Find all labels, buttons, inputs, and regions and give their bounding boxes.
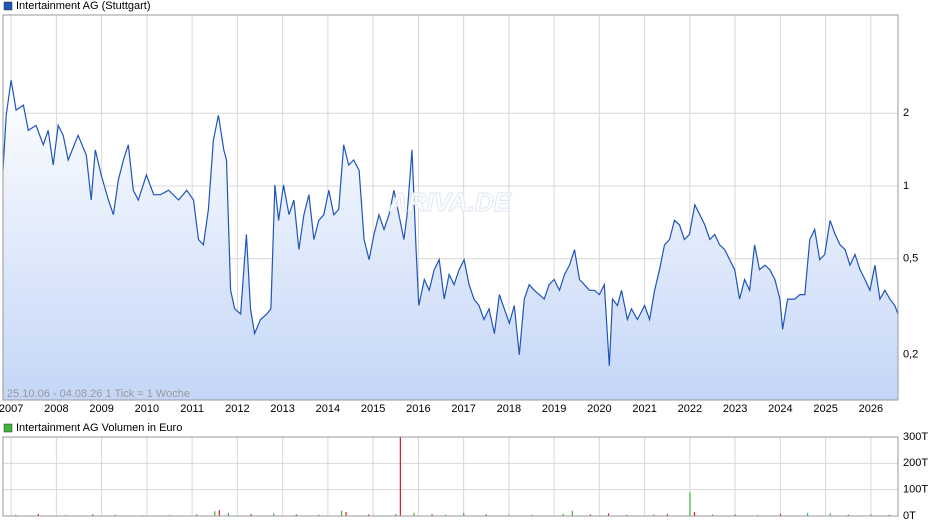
plot-border <box>2 436 899 517</box>
x-tick-label: 2022 <box>678 403 702 415</box>
volume-bar <box>689 492 691 516</box>
x-tick-label: 2012 <box>225 403 249 415</box>
y-tick-label: 0,2 <box>903 349 918 361</box>
volume-bar <box>169 514 171 516</box>
volume-bar <box>562 513 564 516</box>
volume-bar <box>571 510 573 516</box>
y-tick-label: 100T <box>903 484 928 496</box>
x-tick-label: 2008 <box>44 403 68 415</box>
volume-bar <box>847 514 849 516</box>
volume-bar <box>807 512 809 516</box>
volume-bar <box>15 514 17 516</box>
volume-bar <box>666 513 668 516</box>
x-tick-label: 2014 <box>316 403 340 415</box>
x-tick-label: 2009 <box>89 403 113 415</box>
y-tick-label: 200T <box>903 457 928 469</box>
plot-border <box>2 14 899 401</box>
volume-bar <box>214 511 216 516</box>
volume-bar <box>345 512 347 516</box>
watermark: ARIVA.DE <box>388 187 512 217</box>
area <box>3 80 898 400</box>
volume-bar <box>368 514 370 516</box>
x-tick-label: 2017 <box>451 403 475 415</box>
volume-bar <box>295 514 297 516</box>
volume-bar <box>37 513 39 516</box>
y-tick-label: 0,5 <box>903 253 918 265</box>
volume-bar <box>196 514 198 516</box>
volume-bar <box>829 513 831 516</box>
volume-bar <box>250 513 252 516</box>
volume-bar <box>870 514 872 516</box>
x-tick-label: 2026 <box>859 403 883 415</box>
volume-bar <box>399 437 401 516</box>
x-tick-label: 2016 <box>406 403 430 415</box>
volume-bar <box>318 514 320 516</box>
volume-bar <box>463 512 465 516</box>
volume-bar <box>114 514 116 516</box>
volume-bar <box>589 514 592 516</box>
volume-bar <box>445 514 447 516</box>
legend-swatch <box>3 1 13 11</box>
x-tick-label: 2010 <box>135 403 159 415</box>
volume-bar <box>653 514 655 516</box>
volume-bar <box>711 514 714 516</box>
x-tick-label: 2011 <box>180 403 204 415</box>
volume-bar <box>530 514 533 516</box>
volume-bar <box>734 514 736 516</box>
volume-bar <box>779 513 782 516</box>
volume-bar <box>64 514 67 516</box>
volume-bar <box>218 510 220 516</box>
y-tick-label: 300T <box>903 431 928 443</box>
y-tick-label: 0T <box>903 510 916 522</box>
volume-bar <box>607 513 610 516</box>
volume-bar <box>508 514 510 516</box>
y-tick-label: 1 <box>903 180 909 192</box>
x-tick-label: 2019 <box>542 403 566 415</box>
x-tick-label: 2025 <box>813 403 837 415</box>
volume-bar <box>888 514 890 516</box>
volume-bar <box>340 510 343 516</box>
volume-bar <box>693 512 696 516</box>
legend-label: Intertainment AG Volumen in Euro <box>16 422 182 434</box>
volume-bar <box>273 513 275 516</box>
y-tick-label: 2 <box>903 107 909 119</box>
volume-bar <box>227 512 230 516</box>
volume-bar <box>413 512 415 516</box>
volume-bar <box>431 514 433 516</box>
price-line <box>2 80 899 366</box>
volume-bar <box>92 514 94 516</box>
x-tick-label: 2023 <box>723 403 747 415</box>
x-tick-label: 2020 <box>587 403 611 415</box>
volume-bar <box>395 513 397 516</box>
x-tick-label: 2024 <box>768 403 792 415</box>
x-tick-label: 2021 <box>632 403 656 415</box>
volume-bar <box>485 514 487 516</box>
legend-swatch <box>3 423 13 433</box>
annotation: 25.10.06 - 04.08.26 1 Tick = 1 Woche <box>7 388 190 400</box>
volume-bar <box>757 514 759 516</box>
legend-label: Intertainment AG (Stuttgart) <box>16 0 151 12</box>
x-tick-label: 2013 <box>270 403 294 415</box>
x-tick-label: 2018 <box>497 403 521 415</box>
x-tick-label: 2007 <box>0 403 23 415</box>
volume-bar <box>626 514 628 516</box>
x-tick-label: 2015 <box>361 403 385 415</box>
